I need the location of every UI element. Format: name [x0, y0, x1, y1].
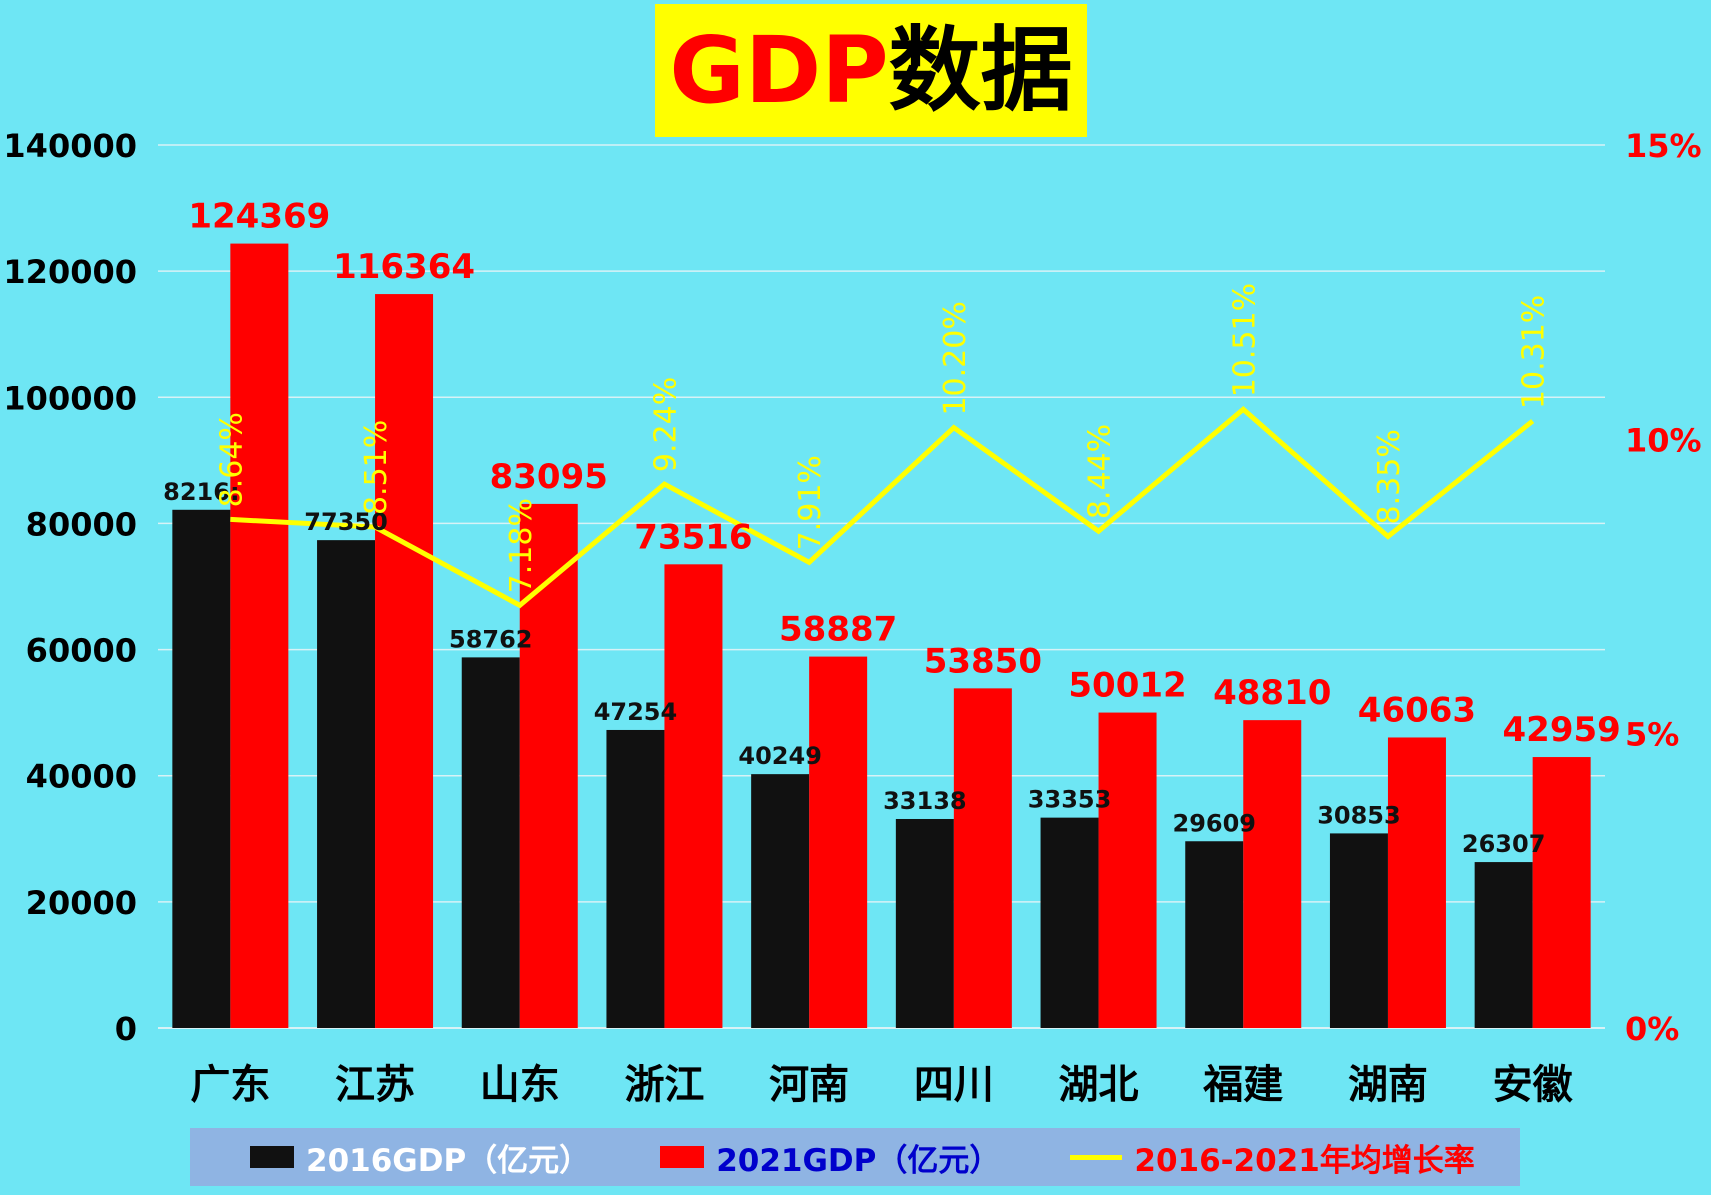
- y-tick-label-right: 0%: [1625, 1010, 1679, 1048]
- x-category-label: 福建: [1202, 1062, 1283, 1108]
- data-label-growth: 10.31%: [1517, 295, 1552, 409]
- data-label-2021: 73516: [634, 517, 752, 557]
- data-label-2016: 58762: [449, 625, 533, 653]
- data-label-2021: 46063: [1358, 690, 1476, 730]
- bar-2021: [809, 656, 868, 1028]
- x-category-label: 广东: [190, 1062, 270, 1108]
- legend-swatch-2021: [660, 1146, 705, 1168]
- legend: 2016GDP（亿元） 2021GDP（亿元） 2016-2021年均增长率: [190, 1128, 1520, 1186]
- bar-2021: [1387, 737, 1446, 1028]
- data-label-2021: 53850: [924, 641, 1042, 681]
- bar-2016: [1185, 841, 1244, 1028]
- bar-2021: [1098, 712, 1157, 1028]
- legend-swatch-growth: [1070, 1154, 1123, 1160]
- data-label-growth: 8.35%: [1372, 429, 1407, 524]
- data-label-2021: 83095: [490, 457, 608, 497]
- bar-2016: [1040, 817, 1099, 1028]
- x-category-label: 四川: [914, 1062, 994, 1108]
- chart-title: GDP 数据: [655, 4, 1087, 137]
- data-label-2016: 40249: [738, 742, 822, 770]
- x-category-label: 安徽: [1493, 1062, 1574, 1108]
- x-category-label: 河南: [769, 1062, 849, 1108]
- bar-2016: [461, 657, 520, 1028]
- y-tick-label-left: 80000: [26, 505, 137, 543]
- x-category-label: 江苏: [335, 1062, 415, 1108]
- y-tick-label-left: 140000: [3, 127, 137, 165]
- y-tick-label-left: 100000: [3, 379, 137, 417]
- y-tick-label-right: 15%: [1625, 127, 1702, 165]
- bar-2016: [317, 540, 376, 1028]
- y-tick-label-right: 10%: [1625, 421, 1702, 459]
- bar-2016: [172, 509, 231, 1028]
- chart-title-data: 数据: [888, 16, 1073, 124]
- y-tick-label-left: 60000: [26, 632, 137, 670]
- data-label-growth: 8.51%: [359, 420, 394, 515]
- data-label-2021: 50012: [1068, 666, 1186, 706]
- growth-rate-line: [230, 406, 1535, 609]
- x-category-label: 浙江: [624, 1062, 704, 1108]
- bar-2021: [1532, 757, 1591, 1028]
- y-tick-label-left: 0: [115, 1010, 137, 1048]
- legend-item-growth: 2016-2021年均增长率: [1070, 1135, 1475, 1180]
- bar-2021: [664, 564, 723, 1028]
- bar-2021: [1243, 720, 1302, 1028]
- data-label-growth: 10.20%: [938, 301, 973, 415]
- x-category-label: 湖北: [1059, 1062, 1139, 1108]
- data-label-2016: 33138: [883, 787, 967, 815]
- data-label-2021: 58887: [779, 610, 897, 650]
- legend-item-2021: 2021GDP（亿元）: [660, 1135, 1000, 1180]
- bar-2016: [1329, 833, 1388, 1028]
- data-label-2021: 124369: [188, 197, 330, 237]
- bar-2016: [606, 729, 665, 1028]
- data-label-2021: 42959: [1503, 710, 1621, 750]
- data-label-2021: 48810: [1213, 673, 1331, 713]
- data-label-2016: 77350: [304, 508, 388, 536]
- legend-label-growth: 2016-2021年均增长率: [1134, 1142, 1475, 1179]
- data-label-growth: 8.44%: [1083, 424, 1118, 519]
- y-tick-label-left: 20000: [26, 884, 137, 922]
- bar-2021: [230, 243, 289, 1029]
- data-label-growth: 10.51%: [1227, 283, 1262, 397]
- bar-2021: [953, 688, 1012, 1028]
- data-label-2016: 47254: [594, 698, 678, 726]
- data-label-2016: 30853: [1317, 801, 1401, 829]
- data-label-2016: 33353: [1028, 786, 1112, 814]
- data-label-2021: 116364: [333, 247, 475, 287]
- x-category-label: 湖南: [1348, 1062, 1428, 1108]
- data-label-2016: 26307: [1462, 830, 1546, 858]
- chart-title-gdp: GDP: [669, 16, 889, 124]
- y-tick-label-left: 40000: [26, 758, 137, 796]
- y-tick-label-right: 5%: [1625, 716, 1679, 754]
- bar-2021: [375, 294, 434, 1028]
- data-label-growth: 8.64%: [214, 412, 249, 507]
- bar-2016: [751, 774, 810, 1028]
- bar-2016: [895, 818, 954, 1028]
- data-label-growth: 7.18%: [504, 498, 539, 593]
- legend-label-2021: 2021GDP（亿元）: [716, 1142, 1001, 1179]
- data-label-growth: 9.24%: [648, 377, 683, 472]
- data-label-growth: 7.91%: [793, 455, 828, 550]
- bar-2016: [1474, 862, 1533, 1028]
- legend-label-2016: 2016GDP（亿元）: [306, 1142, 591, 1179]
- data-label-2016: 29609: [1173, 809, 1257, 837]
- data-label-2016: 8216:: [163, 478, 239, 506]
- y-tick-label-left: 120000: [3, 253, 137, 291]
- legend-item-2016: 2016GDP（亿元）: [250, 1135, 590, 1180]
- x-category-label: 山东: [480, 1062, 560, 1108]
- legend-swatch-2016: [250, 1146, 294, 1168]
- bar-2021: [519, 503, 578, 1028]
